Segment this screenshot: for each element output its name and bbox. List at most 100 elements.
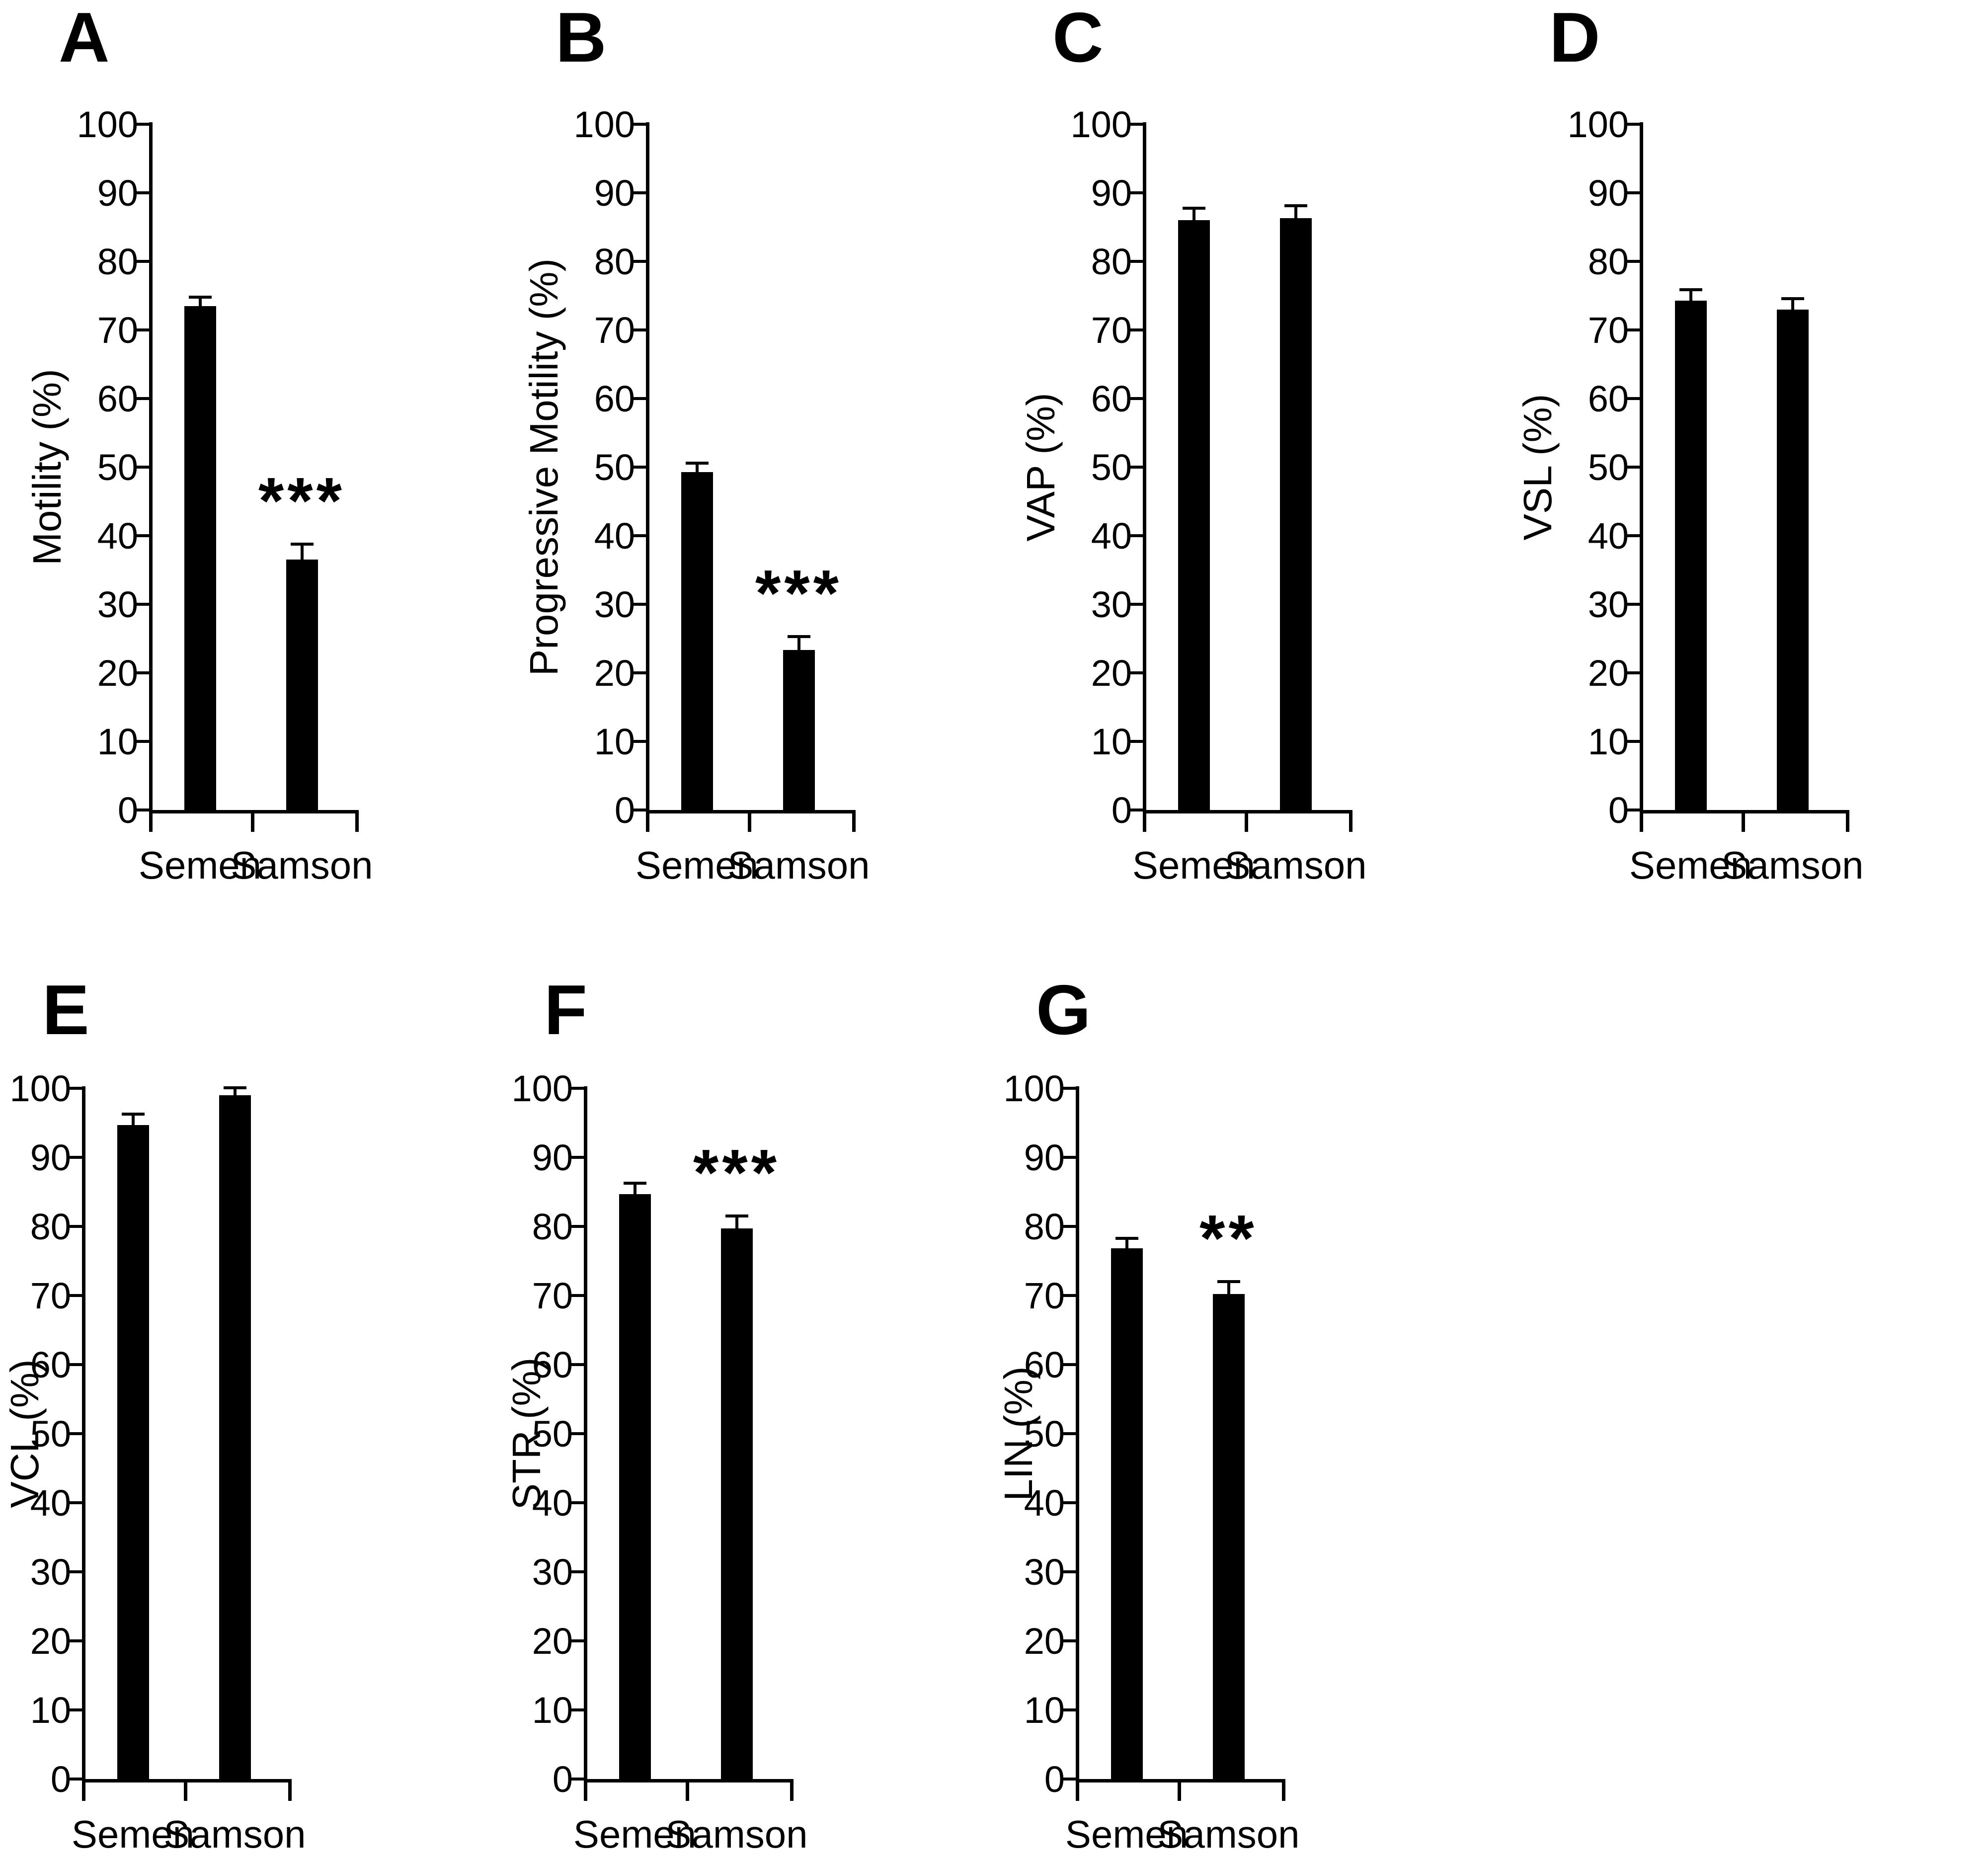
x-axis-tick-end <box>1349 810 1352 832</box>
y-axis-tick <box>631 671 646 674</box>
bar-samson <box>1212 1294 1245 1779</box>
y-axis-line <box>1076 1086 1079 1801</box>
y-axis-tick <box>1625 534 1640 537</box>
y-axis-tick <box>134 260 149 263</box>
y-tick-label: 80 <box>97 241 138 282</box>
y-axis-tick <box>67 1570 82 1573</box>
y-tick-label: 50 <box>97 447 138 488</box>
x-category-label: Semen <box>1132 843 1256 887</box>
panel-D: D VSL (%) 0 10 20 30 40 50 60 70 80 90 100 Semen Samso… <box>1491 0 1988 894</box>
bar-semen <box>681 472 713 810</box>
bar-semen <box>184 306 216 810</box>
y-tick-label: 70 <box>532 1275 573 1316</box>
x-category-label: Samson <box>1224 843 1367 887</box>
y-axis-tick <box>1061 1639 1076 1642</box>
y-tick-label: 80 <box>30 1206 71 1247</box>
y-tick-label: 20 <box>532 1620 573 1662</box>
error-bar-cap <box>787 635 810 639</box>
x-category-label: Samson <box>1721 843 1864 887</box>
y-axis-tick <box>67 1778 82 1781</box>
y-tick-label: 20 <box>97 652 138 694</box>
significance-marker: *** <box>755 557 843 630</box>
y-axis-tick <box>67 1294 82 1297</box>
panel-E: E VCL (%) 0 10 20 30 40 50 60 70 80 90 100 Semen Samso… <box>0 969 497 1863</box>
y-tick-label: 0 <box>50 1759 71 1800</box>
bar-semen <box>1111 1248 1143 1779</box>
y-tick-label: 60 <box>594 378 635 419</box>
y-tick-label: 70 <box>1588 310 1629 351</box>
x-axis-tick-end <box>288 1779 292 1801</box>
y-axis-line <box>82 1086 85 1801</box>
y-axis-tick <box>67 1087 82 1090</box>
y-axis-tick <box>1061 1363 1076 1366</box>
y-axis-tick <box>1128 260 1143 263</box>
error-bar-line <box>1294 204 1297 219</box>
y-tick-label: 50 <box>594 447 635 488</box>
y-axis-tick <box>134 603 149 606</box>
error-bar-line <box>233 1086 237 1095</box>
x-category-label: Semen <box>635 843 759 887</box>
y-tick-label: 60 <box>1588 378 1629 419</box>
y-tick-label: 50 <box>1588 447 1629 488</box>
x-axis-tick-end <box>790 1779 794 1801</box>
y-tick-label: 0 <box>1608 790 1629 831</box>
y-tick-label: 10 <box>1024 1690 1065 1731</box>
y-axis-tick <box>569 1363 584 1366</box>
x-category-label: Samson <box>1157 1812 1300 1856</box>
x-axis-tick-mid <box>1245 810 1248 832</box>
error-bar-line <box>1125 1236 1128 1249</box>
significance-marker: *** <box>693 1136 781 1210</box>
x-axis-tick-end <box>852 810 856 832</box>
bar-samson <box>783 650 815 810</box>
error-bar-line <box>735 1215 738 1229</box>
y-axis-tick <box>1625 603 1640 606</box>
panel-F: F STR (%) 0 10 20 30 40 50 60 70 80 90 100 Semen *** Sa… <box>502 969 999 1863</box>
y-axis-tick <box>631 260 646 263</box>
y-axis-tick <box>67 1432 82 1435</box>
y-tick-label: 60 <box>30 1344 71 1385</box>
y-tick-label: 30 <box>594 584 635 625</box>
y-axis-tick <box>134 328 149 331</box>
y-tick-label: 20 <box>594 652 635 694</box>
error-bar-cap <box>1115 1236 1138 1240</box>
error-bar-line <box>797 635 800 650</box>
error-bar-cap <box>623 1181 646 1185</box>
error-bar-cap <box>188 296 212 299</box>
error-bar-line <box>300 542 304 560</box>
x-category-label: Samson <box>231 843 373 887</box>
panel-letter: C <box>1052 0 1104 77</box>
y-axis-tick <box>67 1501 82 1504</box>
y-tick-label: 40 <box>1588 515 1629 557</box>
y-axis-tick <box>631 191 646 194</box>
y-axis-tick <box>67 1639 82 1642</box>
panel-letter: A <box>59 0 110 77</box>
bar-semen <box>1674 300 1707 810</box>
y-axis-tick <box>1128 534 1143 537</box>
y-tick-label: 0 <box>614 790 635 831</box>
x-category-label: Semen <box>71 1812 195 1856</box>
y-axis-tick <box>1128 123 1143 126</box>
panel-letter: D <box>1549 0 1600 77</box>
y-axis-tick <box>631 466 646 469</box>
y-axis-tick <box>1128 328 1143 331</box>
x-axis-tick-mid <box>686 1779 689 1801</box>
y-axis-tick <box>1625 809 1640 811</box>
y-axis-tick <box>134 123 149 126</box>
significance-marker: ** <box>1199 1202 1258 1275</box>
error-bar-line <box>198 296 202 306</box>
y-axis-tick <box>631 123 646 126</box>
y-tick-label: 10 <box>30 1690 71 1731</box>
y-tick-label: 40 <box>1091 515 1132 557</box>
bar-semen <box>1178 220 1210 810</box>
y-axis-tick <box>134 671 149 674</box>
y-tick-label: 60 <box>97 378 138 419</box>
y-axis-tick <box>134 809 149 811</box>
y-axis-tick <box>1625 466 1640 469</box>
y-tick-label: 70 <box>1091 310 1132 351</box>
error-bar-line <box>1689 288 1692 301</box>
y-axis-tick <box>134 466 149 469</box>
y-tick-label: 30 <box>1091 584 1132 625</box>
y-axis-tick <box>1625 671 1640 674</box>
x-axis-tick-end <box>355 810 359 832</box>
